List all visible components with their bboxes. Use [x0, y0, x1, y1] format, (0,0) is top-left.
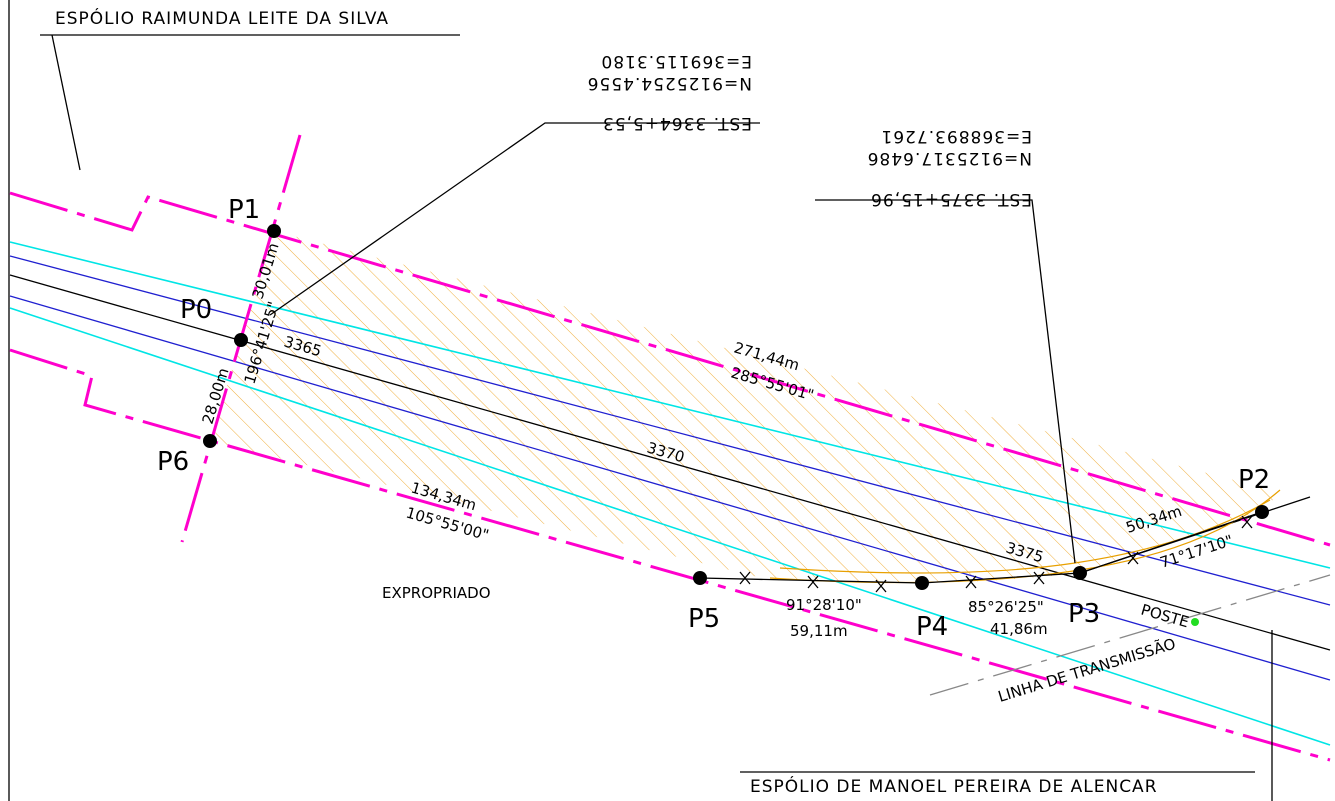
coordinate: E=369115.3180 — [600, 51, 752, 71]
coordinate: N=9125317.6486 — [867, 148, 1032, 168]
point-label: P0 — [180, 295, 212, 325]
coordinate: E=368893.7261 — [880, 126, 1032, 146]
point-label: P4 — [916, 612, 948, 642]
angle: 91°28'10" — [786, 596, 862, 614]
point-label: P3 — [1068, 599, 1100, 629]
point-label: P5 — [688, 604, 720, 634]
drawing: ESPÓLIO RAIMUNDA LEITE DA SILVA ESPÓLIO … — [0, 0, 1335, 801]
owner-label: ESPÓLIO RAIMUNDA LEITE DA SILVA — [55, 7, 389, 29]
pole — [1191, 618, 1199, 626]
coordinate: EST. 3375+15,96 — [870, 189, 1032, 209]
area-label: EXPROPRIADO — [382, 584, 491, 602]
expropriated-area — [210, 231, 1280, 583]
owner-label: ESPÓLIO DE MANOEL PEREIRA DE ALENCAR — [750, 775, 1158, 797]
leader — [740, 630, 1272, 801]
distance: 41,86m — [990, 620, 1048, 638]
leader — [40, 35, 460, 170]
distance: 59,11m — [790, 622, 848, 640]
point-label: P6 — [157, 447, 189, 477]
point-label: P2 — [1238, 465, 1270, 495]
point-label: P1 — [228, 195, 260, 225]
coordinate: N=9125254.4556 — [587, 73, 752, 93]
angle: 85°26'25" — [968, 598, 1044, 616]
power-line-label: LINHA DE TRANSMISSÃO — [996, 634, 1178, 706]
coordinate: EST. 3364+5,53 — [602, 113, 752, 133]
